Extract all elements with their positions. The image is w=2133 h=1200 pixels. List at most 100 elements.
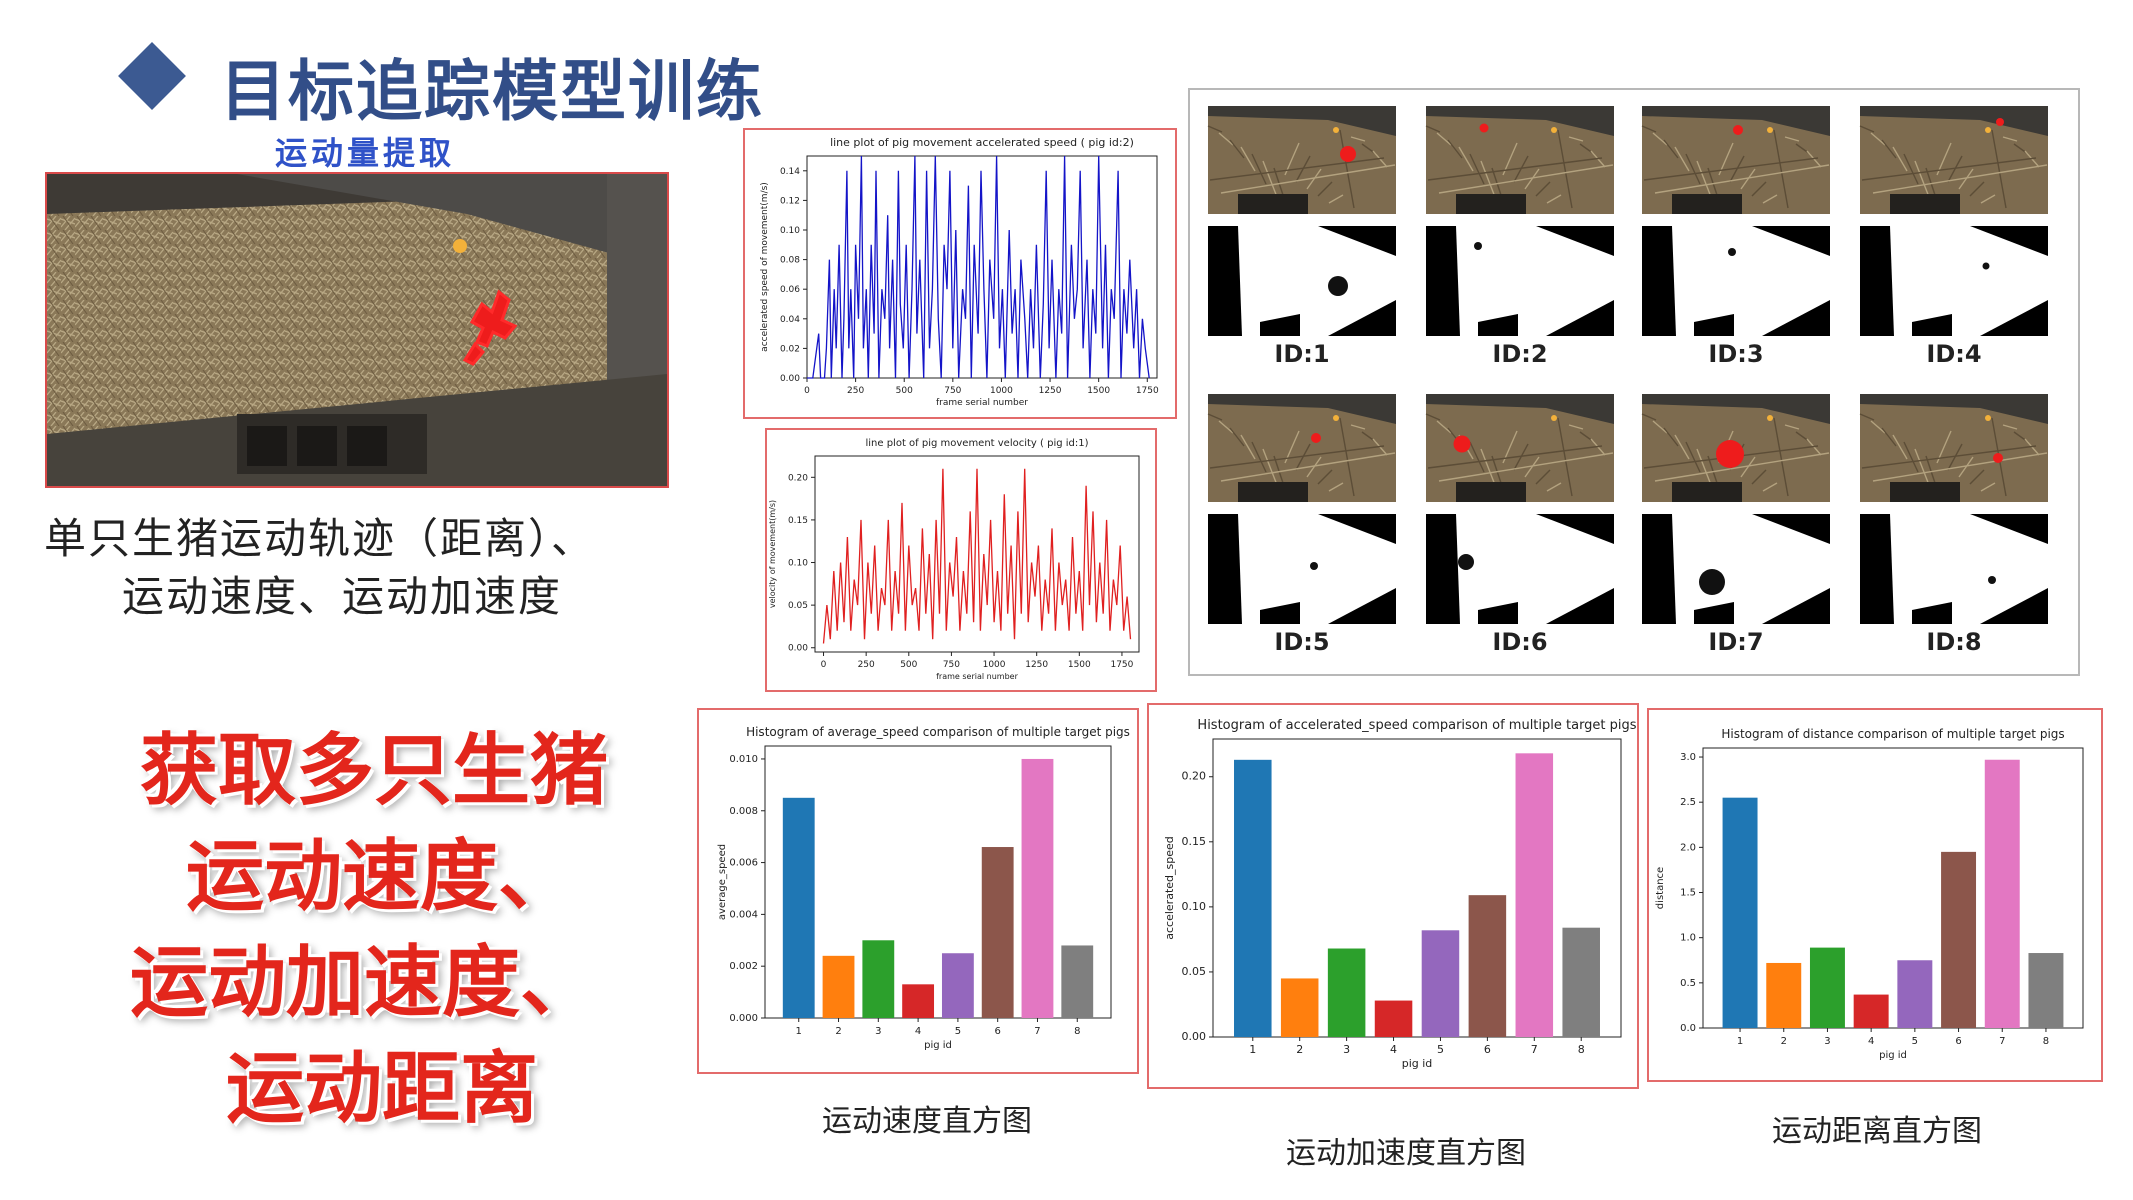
x-tick-label: 7: [1034, 1026, 1040, 1037]
y-tick-label: 0.10: [780, 226, 800, 236]
caption-line-2: 运动速度、运动加速度: [122, 572, 563, 621]
straw-texture: [1568, 424, 1584, 430]
x-tick-label: 1: [1737, 1036, 1743, 1047]
straw-texture: [1740, 168, 1756, 190]
x-tick-label: 3: [875, 1026, 881, 1037]
straw-texture: [1674, 146, 1690, 172]
y-tick-label: 0.06: [780, 285, 800, 295]
tile-rail: [1208, 394, 1396, 424]
x-tick-label: 3: [1343, 1043, 1350, 1056]
plot-area: [806, 155, 1158, 379]
y-tick-label: 2.5: [1680, 797, 1696, 808]
straw-texture: [1947, 155, 1963, 183]
distance-histogram: Histogram of distance comparison of mult…: [1655, 727, 2084, 1061]
x-tick-label: 6: [994, 1026, 1000, 1037]
straw-texture: [1674, 434, 1690, 460]
bar-8: [2028, 953, 2064, 1028]
page-subtitle: 运动量提取: [275, 134, 456, 172]
straw-texture: [1784, 424, 1800, 430]
distance-histogram-panel: Histogram of distance comparison of mult…: [1647, 708, 2103, 1082]
straw-texture: [1524, 456, 1540, 478]
lamp-marker: [1333, 415, 1339, 421]
x-tick-label: 2: [1296, 1043, 1303, 1056]
y-tick-label: 0.20: [788, 473, 808, 483]
accel-line-chart-panel: line plot of pig movement accelerated sp…: [743, 128, 1177, 419]
bar-2: [1280, 978, 1319, 1037]
straw-texture: [1881, 139, 1897, 159]
straw-texture: [1870, 420, 1886, 434]
y-tick-label: 0.15: [788, 516, 808, 526]
y-tick-label: 0.10: [1182, 900, 1207, 913]
lamp-marker: [1551, 415, 1557, 421]
straw-texture: [1469, 153, 1485, 185]
chart-title: Histogram of average_speed comparison of…: [746, 725, 1130, 739]
pig-position-marker: [1733, 125, 1743, 135]
straw-texture: [1947, 443, 1963, 471]
plot-area: [814, 455, 1140, 653]
velocity-line-chart: line plot of pig movement velocity ( pig…: [768, 438, 1140, 681]
pig-tile-3: ID:3: [1641, 106, 1830, 368]
pig-tile-5: ID:5: [1207, 394, 1396, 656]
velocity-line-chart-panel: line plot of pig movement velocity ( pig…: [765, 428, 1157, 692]
straw-texture: [1251, 153, 1267, 185]
x-tick-label: 750: [944, 386, 961, 396]
straw-texture: [1306, 456, 1322, 478]
x-tick-label: 4: [915, 1026, 921, 1037]
straw-texture: [1958, 168, 1974, 190]
accel-caption: 运动加速度直方图: [1286, 1136, 1526, 1171]
straw-texture: [1447, 139, 1463, 159]
straw-texture: [1425, 413, 1441, 421]
bar-6: [1941, 851, 1977, 1028]
straw-texture: [1207, 125, 1223, 133]
straw-texture: [1892, 146, 1908, 172]
x-tick-label: 2: [835, 1026, 841, 1037]
y-tick-label: 1.5: [1680, 888, 1696, 899]
plot-area: [1702, 747, 2084, 1029]
title-diamond-icon: [118, 42, 186, 110]
x-tick-label: 1: [1249, 1043, 1256, 1056]
bar-4: [1374, 1000, 1413, 1037]
y-tick-label: 0.006: [729, 858, 758, 869]
x-tick-label: 5: [1437, 1043, 1444, 1056]
x-tick-label: 3: [1824, 1036, 1830, 1047]
straw-texture: [1350, 136, 1366, 142]
tile-trough: [1672, 482, 1742, 502]
mask-bottom-region: [1260, 314, 1300, 336]
straw-texture: [1870, 132, 1886, 146]
straw-texture: [1436, 420, 1452, 434]
mask-left-region: [1426, 226, 1460, 336]
x-tick-label: 1750: [1136, 386, 1159, 396]
x-tick-label: 250: [847, 386, 864, 396]
tile-rail: [1426, 106, 1614, 136]
tile-rail: [1642, 394, 1830, 424]
straw-texture: [1641, 125, 1657, 133]
distance-caption: 运动距离直方图: [1772, 1114, 1982, 1149]
straw-texture: [1663, 427, 1679, 447]
mask-left-region: [1860, 226, 1894, 336]
straw-texture: [1317, 181, 1333, 197]
straw-texture: [1295, 443, 1311, 471]
x-tick-label: 5: [1912, 1036, 1918, 1047]
y-tick-label: 0.00: [788, 644, 808, 654]
pig-tile-2: ID:2: [1425, 106, 1614, 368]
y-tick-label: 0.004: [729, 909, 758, 920]
straw-texture: [1240, 434, 1256, 460]
straw-texture: [1480, 448, 1496, 486]
mask-top-region: [1752, 514, 1830, 544]
straw-texture: [1914, 160, 1930, 198]
pig-id-label: ID:6: [1492, 628, 1547, 656]
y-tick-label: 0.20: [1182, 770, 1207, 783]
mask-bottom-region: [1260, 602, 1300, 624]
straw-texture: [1328, 194, 1344, 204]
bar-8: [1061, 945, 1094, 1018]
straw-texture: [1991, 129, 2007, 209]
pig-mask-blob: [1982, 262, 1990, 270]
x-tick-label: 1250: [1039, 386, 1062, 396]
mask-left-region: [1208, 226, 1242, 336]
x-tick-label: 500: [900, 660, 917, 670]
mask-bottom-region: [1478, 314, 1518, 336]
straw-texture: [2002, 424, 2018, 430]
y-tick-label: 0.05: [788, 601, 808, 611]
mask-bottom-region: [1912, 602, 1952, 624]
x-tick-label: 1000: [990, 386, 1013, 396]
